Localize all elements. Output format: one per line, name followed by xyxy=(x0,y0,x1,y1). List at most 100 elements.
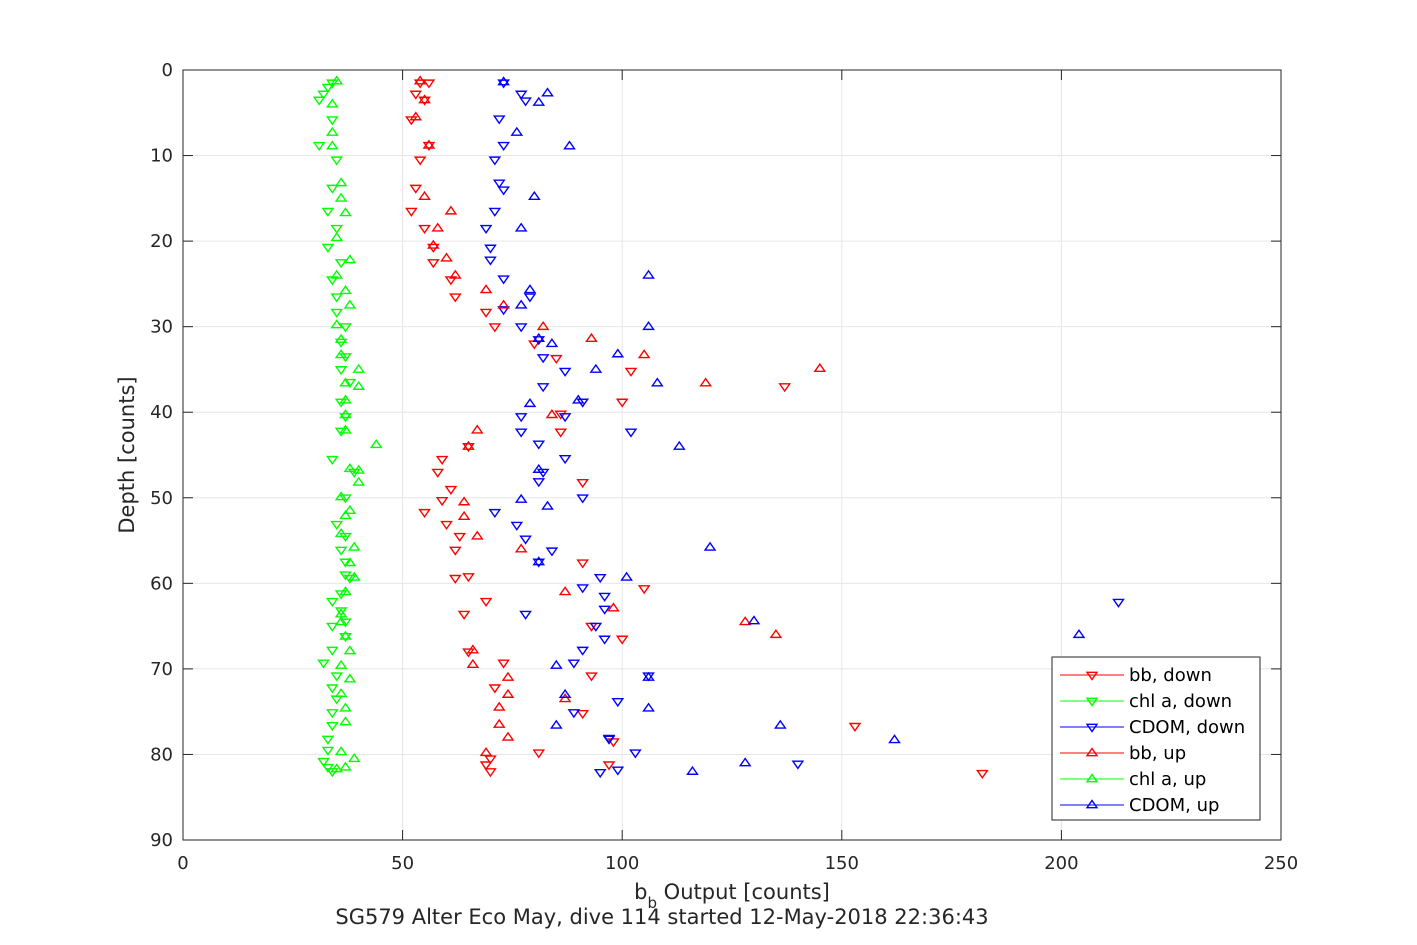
marker-bb-up xyxy=(431,222,445,232)
marker-bb-up xyxy=(457,510,471,520)
marker-cdom-down xyxy=(532,440,546,450)
marker-bb-down xyxy=(444,485,458,495)
marker-cdom-down xyxy=(488,508,502,519)
marker-cdom-down xyxy=(593,769,607,779)
marker-chl-a-up xyxy=(334,491,348,501)
marker-chl-a-down xyxy=(325,721,339,732)
marker-chl-a-up xyxy=(339,702,352,712)
marker-chl-a-up xyxy=(343,254,357,264)
marker-cdom-up xyxy=(611,348,625,358)
data-markers xyxy=(312,75,1125,779)
marker-chl-a-down xyxy=(330,224,344,235)
marker-chl-a-up xyxy=(352,380,366,390)
legend-marker-cdom-up xyxy=(1085,799,1099,809)
marker-chl-a-down xyxy=(317,659,330,669)
marker-chl-a-up xyxy=(330,763,344,773)
marker-bb-up xyxy=(501,671,515,681)
marker-cdom-down xyxy=(532,478,546,488)
marker-bb-up xyxy=(479,284,493,294)
marker-cdom-down xyxy=(497,275,510,285)
marker-bb-down xyxy=(418,96,431,106)
marker-cdom-up xyxy=(642,320,655,331)
axis-ticks: 0 50 100 150 200 250 0 10 20 30 40 50 60 70 80 90 xyxy=(150,60,1298,874)
marker-bb-down xyxy=(607,738,620,748)
legend-label-chl-a-up: chl a, up xyxy=(1129,769,1206,790)
marker-cdom-up xyxy=(541,500,554,510)
marker-chl-a-up xyxy=(334,349,348,359)
marker-chl-a-down xyxy=(330,293,344,303)
marker-cdom-down xyxy=(558,455,572,465)
legend-label-cdom-down: CDOM, down xyxy=(1129,717,1245,738)
marker-cdom-down xyxy=(523,293,537,303)
y-axis-label: Depth [counts] xyxy=(115,376,139,533)
marker-bb-up xyxy=(418,94,431,104)
marker-cdom-down xyxy=(519,97,532,107)
marker-bb-down xyxy=(484,768,497,778)
x-axis-label: bb Output [counts] xyxy=(634,880,830,912)
marker-cdom-down xyxy=(488,207,502,217)
marker-chl-a-down xyxy=(325,622,339,632)
marker-bb-down xyxy=(576,478,590,489)
marker-cdom-up xyxy=(510,126,524,136)
marker-cdom-up xyxy=(620,571,633,581)
y-tick-label: 80 xyxy=(150,744,173,765)
legend-marker-chl-a-down xyxy=(1085,697,1099,707)
marker-cdom-up xyxy=(532,463,546,473)
marker-bb-down xyxy=(462,573,475,583)
marker-chl-a-up xyxy=(343,645,357,655)
marker-cdom-down xyxy=(589,622,603,632)
marker-chl-a-up xyxy=(343,673,357,683)
marker-cdom-up xyxy=(532,96,546,106)
marker-cdom-down xyxy=(611,698,625,708)
y-tick-label: 70 xyxy=(150,659,173,680)
marker-bb-down xyxy=(431,468,445,478)
marker-bb-down xyxy=(624,367,638,377)
marker-bb-down xyxy=(435,496,449,507)
marker-chl-a-up xyxy=(325,140,339,150)
marker-chl-a-up xyxy=(334,659,348,669)
marker-cdom-up xyxy=(589,363,603,373)
marker-chl-a-down xyxy=(339,494,352,504)
marker-bb-up xyxy=(738,616,752,626)
marker-chl-a-down xyxy=(334,338,348,348)
marker-chl-a-down xyxy=(325,184,339,194)
marker-cdom-down xyxy=(514,90,528,100)
marker-chl-a-down xyxy=(325,684,339,694)
marker-bb-down xyxy=(778,383,792,393)
marker-chl-a-down xyxy=(334,427,348,437)
marker-chl-a-down xyxy=(339,618,352,628)
figure-caption: SG579 Alter Eco May, dive 114 started 12… xyxy=(335,905,988,929)
marker-bb-up xyxy=(427,239,440,249)
marker-chl-a-up xyxy=(334,616,348,626)
marker-bb-up xyxy=(545,409,559,419)
marker-bb-down xyxy=(440,520,453,531)
marker-chl-a-up xyxy=(330,319,344,329)
marker-chl-a-down xyxy=(339,632,352,643)
marker-cdom-down xyxy=(484,256,497,266)
marker-chl-a-up xyxy=(339,630,352,640)
marker-cdom-down xyxy=(479,224,493,235)
marker-cdom-down xyxy=(598,635,611,645)
marker-cdom-up xyxy=(1072,628,1086,639)
marker-bb-down xyxy=(448,546,462,556)
marker-chl-a-up xyxy=(339,510,352,520)
marker-cdom-down xyxy=(532,336,546,346)
marker-bb-up xyxy=(558,586,572,596)
marker-bb-down xyxy=(497,659,510,669)
x-tick-label: 50 xyxy=(391,853,414,874)
marker-chl-a-down xyxy=(325,646,339,656)
marker-bb-up xyxy=(492,701,506,711)
marker-chl-a-up xyxy=(334,192,348,202)
legend-label-bb-up: bb, up xyxy=(1129,743,1186,764)
marker-cdom-down xyxy=(598,592,611,602)
marker-bb-down xyxy=(479,597,493,608)
y-tick-label: 0 xyxy=(162,60,173,81)
marker-cdom-down xyxy=(497,186,510,196)
marker-bb-up xyxy=(418,190,431,201)
legend-label-bb-down: bb, down xyxy=(1129,665,1212,686)
marker-cdom-down xyxy=(532,558,546,568)
marker-chl-a-down xyxy=(321,746,335,756)
marker-chl-a-down xyxy=(312,141,326,152)
marker-bb-down xyxy=(615,635,629,645)
marker-cdom-up xyxy=(558,688,572,698)
